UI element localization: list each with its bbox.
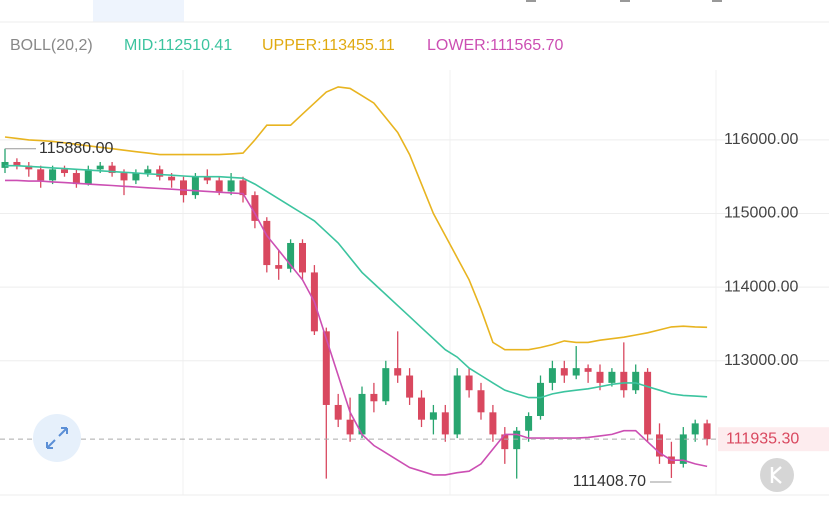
indicator: BOLL(20,2) xyxy=(10,37,93,54)
candle-body xyxy=(370,393,378,402)
candle-body xyxy=(548,368,556,383)
candle-body xyxy=(322,331,330,405)
last-price-bg xyxy=(718,427,829,452)
last-price-label: 111935.30 xyxy=(726,430,799,447)
candle-body xyxy=(453,375,461,435)
expand-button[interactable] xyxy=(33,414,81,462)
candle-body xyxy=(275,265,283,269)
y-tick-label: 114000.00 xyxy=(724,278,799,295)
legend-lower: LOWER:111565.70 xyxy=(427,37,563,54)
candle-body xyxy=(620,371,628,391)
candle-body xyxy=(537,382,544,417)
candle-body xyxy=(13,161,21,166)
candle-body xyxy=(239,180,247,196)
candle-body xyxy=(108,165,116,174)
candle-body xyxy=(632,371,640,391)
candle-body xyxy=(84,169,92,185)
candle-body xyxy=(287,242,295,269)
candle-body xyxy=(691,423,699,435)
candle-body xyxy=(263,220,271,266)
candle-body xyxy=(215,180,223,192)
candle-body xyxy=(25,165,33,170)
candle-body xyxy=(251,195,259,221)
k-icon xyxy=(770,466,782,484)
max-label: 115880.00 xyxy=(39,140,114,157)
candle-body xyxy=(477,390,485,413)
candle-body xyxy=(584,368,592,372)
candle-body xyxy=(358,393,366,435)
y-tick-label: 113000.00 xyxy=(724,352,799,369)
candle-body xyxy=(418,397,425,420)
candle-body xyxy=(441,412,449,435)
candle-body xyxy=(96,165,104,170)
candle-body xyxy=(513,430,521,450)
candle-body xyxy=(49,169,57,181)
candle-body xyxy=(465,375,473,391)
legend-upper: UPPER:113455.11 xyxy=(262,37,395,54)
band-line xyxy=(5,164,708,399)
band-line xyxy=(4,86,708,351)
candle-body xyxy=(299,242,306,273)
candle-body xyxy=(525,416,533,431)
candle-body xyxy=(334,404,342,420)
candle-body xyxy=(168,176,176,181)
candle-body xyxy=(61,169,68,174)
y-tick-label: 116000.00 xyxy=(724,131,799,148)
candle-body xyxy=(596,371,604,383)
candle-body xyxy=(608,371,616,383)
candle-body xyxy=(572,368,580,376)
candle-body xyxy=(644,371,652,435)
candle-body xyxy=(429,412,437,420)
candle-body xyxy=(203,176,211,181)
tab-mark xyxy=(526,0,536,2)
candle-body xyxy=(560,368,568,376)
band-line xyxy=(5,179,708,476)
candle-body xyxy=(394,368,402,376)
candle-body xyxy=(382,368,390,402)
tab-mark xyxy=(620,0,630,2)
candle-body xyxy=(227,180,235,192)
k-button[interactable] xyxy=(760,458,794,492)
candle-body xyxy=(37,169,45,181)
candle-body xyxy=(703,423,711,440)
candle-body xyxy=(144,169,152,174)
min-label: 111408.70 xyxy=(573,473,646,490)
candle-body xyxy=(679,434,687,464)
expand-icon xyxy=(46,427,68,449)
legend-mid: MID:112510.41 xyxy=(124,37,232,54)
candle-body xyxy=(132,173,140,181)
candle-body xyxy=(501,434,509,450)
candle-body xyxy=(72,173,80,185)
candle-body xyxy=(120,173,128,181)
candle-body xyxy=(656,434,663,457)
candle-body xyxy=(489,412,497,435)
candle-body xyxy=(346,419,354,435)
tab[interactable] xyxy=(93,0,184,22)
tab-mark xyxy=(712,0,722,2)
plot xyxy=(0,86,829,483)
candle-body xyxy=(180,180,187,196)
candle-body xyxy=(191,176,199,196)
y-tick-label: 115000.00 xyxy=(724,205,799,222)
candle-body xyxy=(406,375,414,398)
candle-body xyxy=(156,169,164,177)
